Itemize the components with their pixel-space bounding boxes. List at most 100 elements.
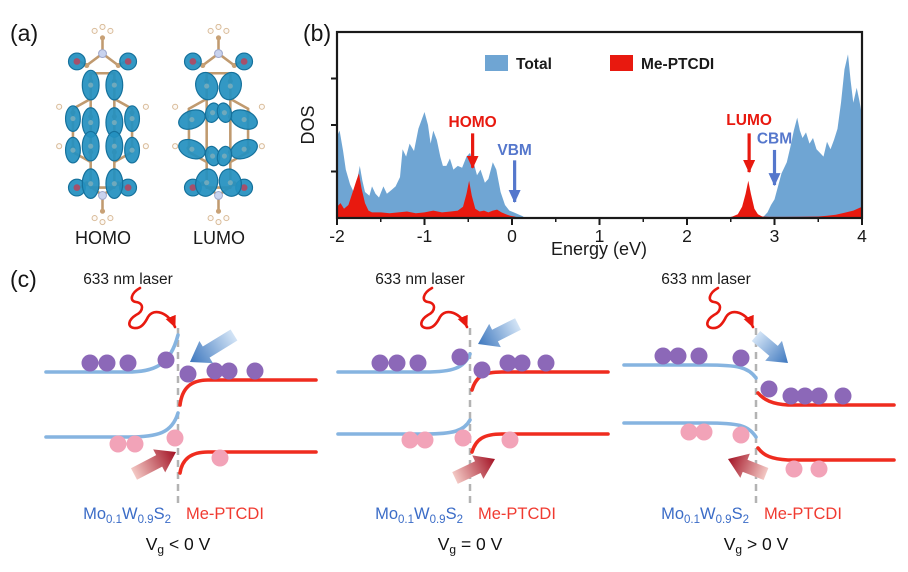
y-axis-label: DOS	[300, 105, 318, 144]
atom-in-lobe	[111, 181, 117, 187]
lumo-band-right	[470, 370, 610, 392]
atom-in-lobe	[221, 110, 227, 116]
atom-in-lobe	[111, 82, 117, 88]
subscript: 0.1	[684, 514, 700, 526]
hole	[211, 449, 229, 467]
hydrogen-atom	[258, 143, 265, 150]
nitrogen-atom	[214, 49, 223, 58]
hole	[810, 460, 828, 478]
text-part: V	[438, 534, 450, 554]
electron	[119, 354, 137, 372]
hydrogen-atom	[99, 24, 106, 31]
electron	[513, 354, 531, 372]
panel-c-label: (c)	[10, 266, 37, 292]
electron	[179, 365, 197, 383]
left-material-label: Mo0.1W0.9S2	[375, 505, 463, 526]
subscript: 0.9	[716, 514, 732, 526]
electron	[796, 387, 814, 405]
carbon-atom	[200, 62, 206, 68]
electron	[98, 354, 116, 372]
subscript: 2	[743, 514, 749, 526]
homo-band-right	[756, 446, 896, 462]
x-tick-label: 4	[857, 226, 867, 246]
x-tick-label: -2	[329, 226, 345, 246]
left-material-label: Mo0.1W0.9S2	[83, 505, 171, 526]
atom-in-lobe	[88, 119, 94, 126]
text-part: W	[414, 505, 430, 523]
subscript: 0.1	[106, 514, 122, 526]
carbon-atom	[231, 62, 237, 68]
band-diagram-vg-zero: 633 nm laser Mo0.1W0.9S2 Me-PTCDI Vg = 0 V	[336, 271, 610, 557]
electron	[782, 387, 800, 405]
electron-transfer-arrow	[478, 318, 521, 348]
atom-in-lobe	[88, 82, 94, 88]
hydrogen-atom	[207, 215, 214, 222]
subscript: g	[449, 543, 456, 557]
electron	[220, 362, 238, 380]
dos-area-total	[337, 54, 862, 218]
hydrogen-atom	[91, 27, 98, 34]
atom-in-lobe	[227, 83, 233, 89]
laser-label: 633 nm laser	[375, 271, 465, 288]
text-part: Mo	[661, 505, 684, 523]
oxygen-atom	[124, 58, 132, 65]
legend-label: Me-PTCDI	[641, 56, 714, 73]
hydrogen-atom	[258, 103, 265, 110]
nitrogen-atom	[214, 191, 223, 200]
text-part: Mo	[83, 505, 106, 523]
left-material-label: Mo0.1W0.9S2	[661, 505, 749, 526]
panel-b-label: (b)	[303, 20, 332, 46]
band-diagram-vg-negative: 633 nm laser Mo0.1W0.9S2 Me-PTCDI Vg < 0 V	[44, 271, 318, 557]
electron	[834, 387, 852, 405]
hole-transfer-arrow	[727, 453, 769, 481]
electron	[669, 347, 687, 365]
nitrogen-atom	[98, 191, 107, 200]
text-part: Mo	[375, 505, 398, 523]
hole	[785, 460, 803, 478]
gate-voltage-caption: Vg > 0 V	[724, 534, 789, 557]
hole-transfer-arrow	[130, 449, 177, 480]
atom-in-lobe	[70, 116, 76, 122]
annotation-lumo: LUMO	[726, 112, 772, 129]
hydrogen-atom	[56, 143, 63, 150]
oxygen-atom	[73, 58, 81, 65]
electron	[371, 354, 389, 372]
subscript: 0.9	[430, 514, 446, 526]
laser-squiggle-icon	[128, 286, 177, 330]
electron	[246, 362, 264, 380]
conduction-band-left	[622, 363, 758, 380]
gate-voltage-caption: Vg = 0 V	[438, 534, 503, 557]
atom-in-lobe	[204, 83, 210, 89]
atom-in-lobe	[88, 181, 94, 187]
text-part: S	[446, 505, 457, 523]
carbon-atom	[84, 62, 90, 68]
carbon-atom	[99, 208, 106, 214]
hole-transfer-arrow	[452, 455, 496, 484]
x-tick-label: 1	[595, 226, 605, 246]
subscript: g	[735, 543, 742, 557]
valence-band-left	[44, 411, 180, 439]
electron	[499, 354, 517, 372]
homo-band-right	[178, 450, 318, 475]
legend-swatch	[485, 55, 508, 71]
electron	[732, 349, 750, 367]
band-diagram-vg-positive: 633 nm laser Mo0.1W0.9S2 Me-PTCDI Vg > 0 V	[622, 271, 896, 557]
dos-area-me-ptcdi	[337, 173, 862, 218]
text-part: S	[732, 505, 743, 523]
electron	[206, 362, 224, 380]
text-part: = 0 V	[456, 534, 503, 554]
nitrogen-atom	[98, 49, 107, 58]
oxygen-atom	[124, 184, 132, 191]
oxygen-atom	[73, 184, 81, 191]
homo-orbital-image	[56, 24, 149, 226]
legend-swatch	[610, 55, 633, 71]
electron	[409, 354, 427, 372]
hole	[501, 431, 519, 449]
oxygen-atom	[189, 58, 197, 65]
annotation-cbm: CBM	[757, 131, 792, 148]
atom-in-lobe	[129, 147, 135, 153]
valence-band-left	[622, 421, 758, 439]
electron	[810, 387, 828, 405]
atom-in-lobe	[241, 117, 247, 123]
